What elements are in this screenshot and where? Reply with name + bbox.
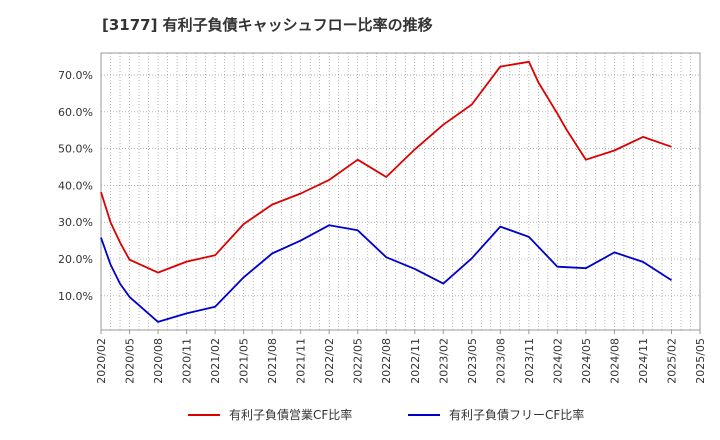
y-tick-label: 20.0% — [58, 253, 93, 266]
x-tick-label: 2021/08 — [266, 338, 279, 384]
axis-labels: 10.0% 20.0% 30.0% 40.0% 50.0% 60.0% 70.0% 2020/… — [58, 69, 707, 384]
x-tick-label: 2022/08 — [380, 338, 393, 384]
x-tick-label: 2022/11 — [409, 338, 422, 384]
x-tick-label: 2023/02 — [437, 338, 450, 384]
x-tick-label: 2022/05 — [352, 338, 365, 384]
x-tick-label: 2025/02 — [665, 338, 678, 384]
y-tick-label: 10.0% — [58, 290, 93, 303]
series-line-operating-cf — [100, 60, 672, 274]
x-tick-label: 2020/08 — [152, 338, 165, 384]
y-tick-label: 50.0% — [58, 143, 93, 156]
x-tick-label: 2020/11 — [181, 338, 194, 384]
x-tick-label: 2024/08 — [608, 338, 621, 384]
plot-area — [100, 52, 701, 331]
x-tick-label: 2023/05 — [466, 338, 479, 384]
x-tick-label: 2020/05 — [124, 338, 137, 384]
legend-label: 有利子負債営業CF比率 — [229, 407, 352, 422]
x-tick-label: 2022/02 — [323, 338, 336, 384]
x-tick-label: 2023/08 — [494, 338, 507, 384]
x-tick-label: 2021/11 — [295, 338, 308, 384]
legend-label: 有利子負債フリーCF比率 — [449, 407, 584, 422]
series-line-free-cf — [100, 224, 672, 323]
x-tick-label: 2023/11 — [523, 338, 536, 384]
y-tick-label: 70.0% — [58, 69, 93, 82]
x-tick-label: 2024/11 — [637, 338, 650, 384]
x-tick-label: 2024/02 — [551, 338, 564, 384]
x-tick-label: 2024/05 — [580, 338, 593, 384]
chart-title: [3177] 有利子負債キャッシュフロー比率の推移 — [102, 16, 433, 34]
legend: 有利子負債営業CF比率 有利子負債フリーCF比率 — [188, 407, 584, 422]
y-tick-label: 30.0% — [58, 216, 93, 229]
x-tick-label: 2021/02 — [209, 338, 222, 384]
x-tick-label: 2020/02 — [95, 338, 108, 384]
x-tick-label: 2021/05 — [238, 338, 251, 384]
x-tick-label: 2025/05 — [694, 338, 707, 384]
y-tick-label: 60.0% — [58, 106, 93, 119]
series-lines — [100, 60, 672, 323]
y-tick-label: 40.0% — [58, 179, 93, 192]
